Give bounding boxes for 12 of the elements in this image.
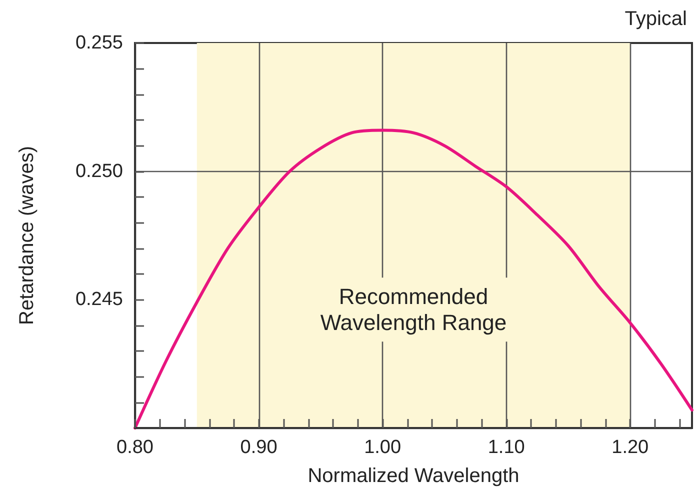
x-tick-label: 0.80 (116, 437, 154, 458)
x-tick-label: 1.00 (364, 437, 402, 458)
x-axis-title: Normalized Wavelength (308, 465, 520, 487)
y-axis-title: Retardance (waves) (16, 146, 38, 325)
x-tick-label: 0.90 (240, 437, 278, 458)
y-tick-label: 0.245 (75, 289, 123, 310)
chart-title: Typical (624, 8, 688, 30)
x-tick-label: 1.10 (488, 437, 525, 458)
y-tick-label: 0.255 (75, 32, 123, 54)
x-tick-label: 1.20 (612, 437, 649, 458)
band-label: Recommended Wavelength Range (320, 284, 507, 336)
y-tick-label: 0.250 (75, 160, 123, 182)
